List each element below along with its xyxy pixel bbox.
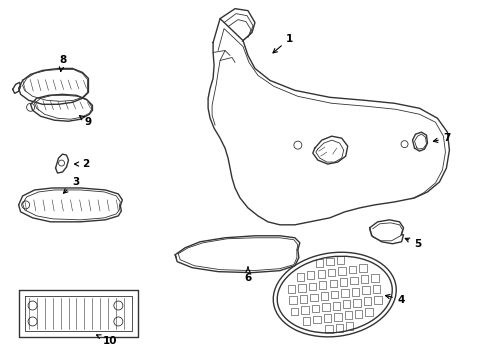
Bar xyxy=(340,278,347,286)
Bar xyxy=(344,311,352,319)
Bar xyxy=(324,314,331,322)
Bar xyxy=(371,274,378,282)
Bar xyxy=(361,275,368,283)
Bar xyxy=(303,317,310,325)
Bar xyxy=(301,306,309,314)
Text: 7: 7 xyxy=(433,133,451,143)
Bar xyxy=(314,316,321,324)
Bar xyxy=(350,277,358,284)
Bar xyxy=(366,309,373,316)
Bar xyxy=(309,283,316,290)
Text: 5: 5 xyxy=(405,238,421,249)
Text: 6: 6 xyxy=(245,267,252,283)
Bar xyxy=(374,296,382,304)
Bar xyxy=(329,280,337,287)
Bar xyxy=(353,299,361,307)
Bar xyxy=(359,264,367,272)
Bar xyxy=(342,289,349,297)
Bar xyxy=(319,281,326,289)
Bar xyxy=(325,325,333,333)
Bar xyxy=(316,259,323,267)
Bar xyxy=(346,322,353,330)
Bar xyxy=(290,297,297,304)
Bar xyxy=(297,273,304,281)
Bar xyxy=(337,256,344,264)
Bar xyxy=(355,310,362,318)
Bar xyxy=(318,270,325,278)
Bar xyxy=(322,303,330,311)
Text: 4: 4 xyxy=(386,294,405,305)
Bar xyxy=(312,305,319,312)
Text: 1: 1 xyxy=(273,33,294,53)
Bar xyxy=(326,257,334,265)
Bar xyxy=(320,292,328,300)
Bar xyxy=(300,295,307,303)
Bar xyxy=(343,300,350,308)
Bar xyxy=(310,293,318,301)
Text: 2: 2 xyxy=(74,159,89,169)
Bar xyxy=(336,324,343,332)
Bar xyxy=(298,284,306,292)
Bar xyxy=(349,266,356,274)
Bar xyxy=(334,313,342,320)
Bar xyxy=(333,302,340,310)
Text: 10: 10 xyxy=(97,335,118,346)
Bar xyxy=(328,269,335,276)
Bar xyxy=(288,285,295,293)
Bar xyxy=(352,288,359,296)
Bar xyxy=(331,291,339,298)
Bar xyxy=(339,267,346,275)
Text: 3: 3 xyxy=(64,177,79,193)
Text: 8: 8 xyxy=(59,55,66,71)
Bar xyxy=(362,286,369,294)
Bar xyxy=(364,297,371,305)
Bar xyxy=(307,271,315,279)
Text: 9: 9 xyxy=(79,116,92,127)
Bar xyxy=(291,307,298,315)
Bar xyxy=(373,285,380,293)
